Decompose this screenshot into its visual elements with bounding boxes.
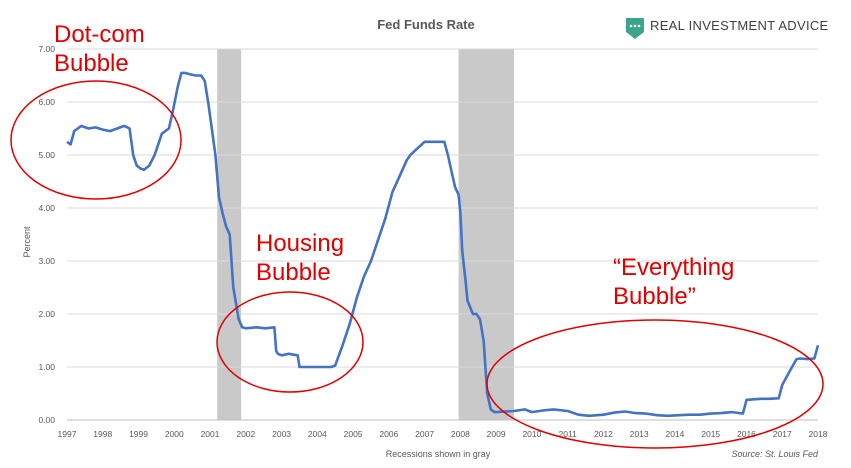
annotation-everything-ellipse [486,319,824,449]
x-tick-label: 2008 [451,429,470,439]
chart-title: Fed Funds Rate [377,17,475,32]
source-note: Source: St. Louis Fed [731,449,819,459]
annotation-housing-ellipse [216,291,364,393]
x-tick-label: 2017 [773,429,792,439]
svg-text:Dot-com Bubble: Dot-com Bubble [54,21,151,77]
y-tick-label: 3.00 [38,256,55,266]
x-tick-labels: 1997 1998 1999 2000 2001 2002 2003 2004 2005 2006… [58,429,828,439]
annotation-everything-line1: “Everything [613,254,734,281]
annotation-everything-line2: Bubble” [613,283,696,310]
annotation-dotcom-line2: Bubble [54,50,129,77]
x-tick-label: 2007 [415,429,434,439]
brand-name: REAL INVESTMENT ADVICE [650,18,829,33]
y-tick-label: 7.00 [38,44,55,54]
x-tick-label: 2005 [344,429,363,439]
x-tick-label: 2009 [487,429,506,439]
y-tick-label: 5.00 [38,150,55,160]
y-tick-label: 6.00 [38,97,55,107]
annotation-dotcom-ellipse [10,80,182,200]
fed-funds-rate-line [66,71,820,418]
x-tick-label: 2002 [236,429,255,439]
recession-band-2 [458,49,515,420]
x-tick-label: 2000 [165,429,184,439]
svg-text:“Everything Bubble”: “Everything Bubble” [613,254,741,310]
x-tick-label: 2003 [272,429,291,439]
x-tick-label: 2016 [737,429,756,439]
x-tick-label: 2014 [665,429,684,439]
recession-bands [217,49,515,420]
y-tick-labels: 0.00 1.00 2.00 3.00 4.00 5.00 6.00 7.00 [38,44,55,425]
x-tick-label: 2015 [701,429,720,439]
x-tick-label: 2010 [522,429,541,439]
gridlines [67,48,818,421]
x-axis-note: Recessions shown in gray [386,449,491,459]
x-tick-label: 2001 [201,429,220,439]
annotation-housing-line2: Bubble [256,259,331,286]
annotation-dotcom: Dot-com Bubble [10,21,182,200]
x-tick-label: 2004 [308,429,327,439]
x-tick-label: 2006 [379,429,398,439]
x-tick-label: 2011 [559,429,578,439]
x-tick-label: 2012 [594,429,613,439]
annotation-housing: Housing Bubble [216,230,364,393]
y-axis-label: Percent [22,226,32,258]
logo-icon [626,18,644,39]
svg-text:Housing Bubble: Housing Bubble [256,230,351,286]
annotation-everything: “Everything Bubble” [486,254,824,449]
x-tick-label: 2018 [809,429,828,439]
brand-logo: REAL INVESTMENT ADVICE [626,18,829,39]
x-tick-label: 1999 [129,429,148,439]
y-tick-label: 1.00 [38,362,55,372]
annotation-dotcom-line1: Dot-com [54,21,145,48]
x-tick-label: 2013 [630,429,649,439]
annotation-housing-line1: Housing [256,230,344,257]
y-tick-label: 0.00 [38,415,55,425]
y-tick-label: 4.00 [38,203,55,213]
y-tick-label: 2.00 [38,309,55,319]
x-tick-label: 1997 [58,429,77,439]
x-tick-label: 1998 [93,429,112,439]
